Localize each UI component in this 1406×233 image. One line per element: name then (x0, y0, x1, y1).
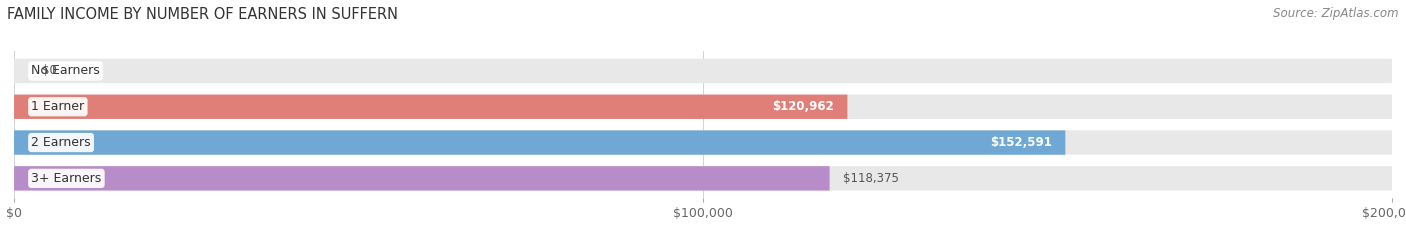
Text: Source: ZipAtlas.com: Source: ZipAtlas.com (1274, 7, 1399, 20)
Text: $120,962: $120,962 (772, 100, 834, 113)
Text: 3+ Earners: 3+ Earners (31, 172, 101, 185)
FancyBboxPatch shape (14, 95, 848, 119)
Text: 2 Earners: 2 Earners (31, 136, 91, 149)
Text: $118,375: $118,375 (844, 172, 900, 185)
FancyBboxPatch shape (14, 95, 1392, 119)
Text: $0: $0 (42, 65, 56, 77)
FancyBboxPatch shape (14, 166, 830, 191)
Text: No Earners: No Earners (31, 65, 100, 77)
FancyBboxPatch shape (14, 130, 1066, 155)
FancyBboxPatch shape (14, 130, 1392, 155)
Text: 1 Earner: 1 Earner (31, 100, 84, 113)
Text: $152,591: $152,591 (990, 136, 1052, 149)
Text: FAMILY INCOME BY NUMBER OF EARNERS IN SUFFERN: FAMILY INCOME BY NUMBER OF EARNERS IN SU… (7, 7, 398, 22)
FancyBboxPatch shape (14, 59, 1392, 83)
FancyBboxPatch shape (14, 166, 1392, 191)
